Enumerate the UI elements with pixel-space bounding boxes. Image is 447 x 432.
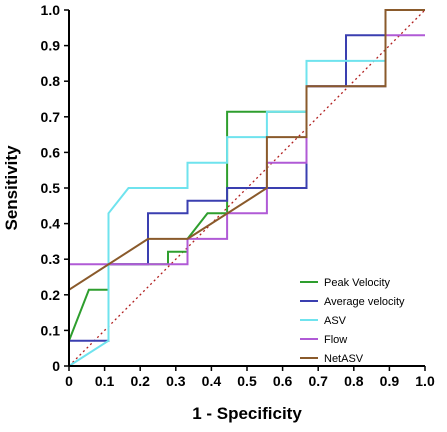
legend-label-0: Peak Velocity <box>324 277 391 289</box>
x-tick-label: 0.2 <box>130 373 150 389</box>
y-tick-label: 0.2 <box>41 287 61 303</box>
y-tick-label: 0.9 <box>41 38 61 54</box>
legend-label-1: Average velocity <box>324 296 405 308</box>
y-tick-label: 0.4 <box>41 216 61 232</box>
x-tick-label: 0.1 <box>95 373 115 389</box>
y-tick-label: 0.7 <box>41 109 61 125</box>
x-tick-label: 0.7 <box>308 373 328 389</box>
x-tick-label: 0.9 <box>380 373 400 389</box>
y-tick-label: 1.0 <box>41 2 61 18</box>
tick-labels: 0 0.1 0.2 0.3 0.4 0.5 0.6 0.7 0.8 0.9 1.0 0 0.1 0.2 0.… <box>41 2 435 389</box>
x-tick-label: 1.0 <box>415 373 435 389</box>
x-tick-label: 0.4 <box>202 373 222 389</box>
x-tick-label: 0.3 <box>166 373 186 389</box>
y-tick-label: 0.8 <box>41 73 61 89</box>
y-axis-title: Sensitivity <box>2 145 21 231</box>
legend: Peak Velocity Average velocity ASV Flow NetA… <box>300 277 405 365</box>
x-tick-label: 0.8 <box>344 373 364 389</box>
series-line-4 <box>68 9 425 366</box>
y-tick-label: 0.1 <box>41 322 61 338</box>
y-tick-label: 0.5 <box>41 180 61 196</box>
series-line-2 <box>68 9 425 367</box>
legend-label-2: ASV <box>324 315 347 327</box>
x-axis-title: 1 - Specificity <box>192 404 302 423</box>
y-tick-label: 0.6 <box>41 144 61 160</box>
y-tick-label: 0 <box>52 358 60 374</box>
plot-area <box>68 9 426 367</box>
y-tick-label: 0.3 <box>41 251 61 267</box>
x-tick-label: 0 <box>65 373 73 389</box>
legend-label-4: NetASV <box>324 353 364 365</box>
legend-label-3: Flow <box>324 334 347 346</box>
x-tick-label: 0.5 <box>237 373 257 389</box>
x-tick-label: 0.6 <box>273 373 293 389</box>
axes <box>64 9 426 371</box>
